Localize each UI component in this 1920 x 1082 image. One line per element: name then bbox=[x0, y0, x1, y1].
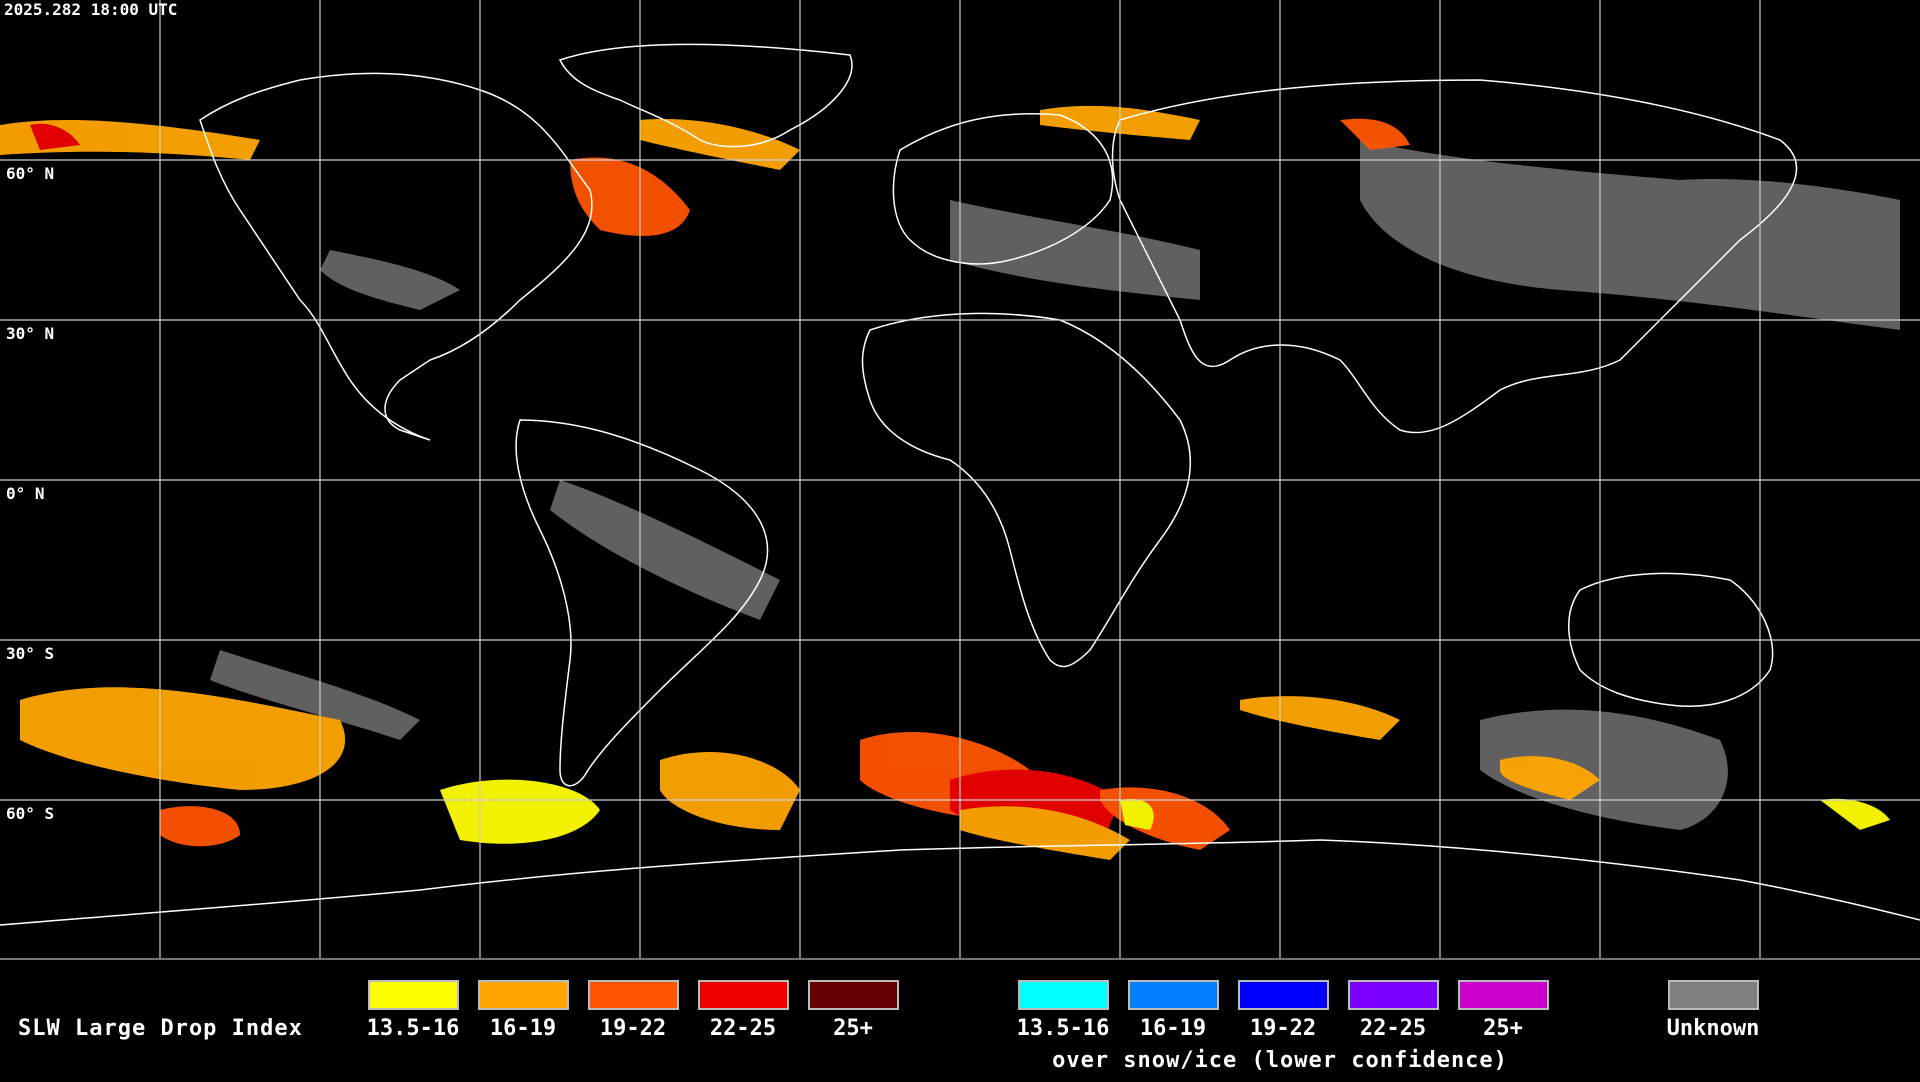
label-snow-22-25: 22-25 bbox=[1359, 1016, 1427, 1041]
timestamp: 2025.282 18:00 UTC bbox=[4, 0, 178, 19]
label-liquid-22-25: 22-25 bbox=[709, 1016, 777, 1041]
swatch-snow-13-16 bbox=[1018, 980, 1109, 1010]
snow-caption: over snow/ice (lower confidence) bbox=[1052, 1048, 1508, 1073]
map-canvas bbox=[0, 0, 1920, 958]
label-liquid-25plus: 25+ bbox=[833, 1016, 873, 1041]
label-snow-25plus: 25+ bbox=[1483, 1016, 1523, 1041]
label-unknown: Unknown bbox=[1666, 1016, 1760, 1041]
label-snow-16-19: 16-19 bbox=[1139, 1016, 1207, 1041]
label-liquid-19-22: 19-22 bbox=[599, 1016, 667, 1041]
swatch-snow-19-22 bbox=[1238, 980, 1329, 1010]
world-map: 2025.282 18:00 UTC 60° N 30° N 0° N 30° … bbox=[0, 0, 1920, 958]
label-liquid-16-19: 16-19 bbox=[489, 1016, 557, 1041]
lat-label-60n: 60° N bbox=[6, 164, 55, 183]
swatch-liquid-22-25 bbox=[698, 980, 789, 1010]
legend-title: SLW Large Drop Index bbox=[18, 1016, 303, 1041]
label-liquid-13-16: 13.5-16 bbox=[366, 1016, 460, 1041]
swatch-unknown bbox=[1668, 980, 1759, 1010]
label-snow-13-16: 13.5-16 bbox=[1016, 1016, 1110, 1041]
cloud-field bbox=[0, 105, 1900, 860]
legend: SLW Large Drop Index 13.5-16 16-19 19-22… bbox=[0, 958, 1920, 1082]
swatch-liquid-25plus bbox=[808, 980, 899, 1010]
swatch-liquid-16-19 bbox=[478, 980, 569, 1010]
lat-label-60s: 60° S bbox=[6, 804, 55, 823]
label-snow-19-22: 19-22 bbox=[1249, 1016, 1317, 1041]
lat-label-30n: 30° N bbox=[6, 324, 55, 343]
swatch-liquid-19-22 bbox=[588, 980, 679, 1010]
swatch-snow-16-19 bbox=[1128, 980, 1219, 1010]
graticule bbox=[0, 0, 1920, 958]
swatch-snow-22-25 bbox=[1348, 980, 1439, 1010]
lat-label-0n: 0° N bbox=[6, 484, 45, 503]
lat-label-30s: 30° S bbox=[6, 644, 55, 663]
coastlines bbox=[0, 43, 1920, 926]
swatch-liquid-13-16 bbox=[368, 980, 459, 1010]
swatch-snow-25plus bbox=[1458, 980, 1549, 1010]
